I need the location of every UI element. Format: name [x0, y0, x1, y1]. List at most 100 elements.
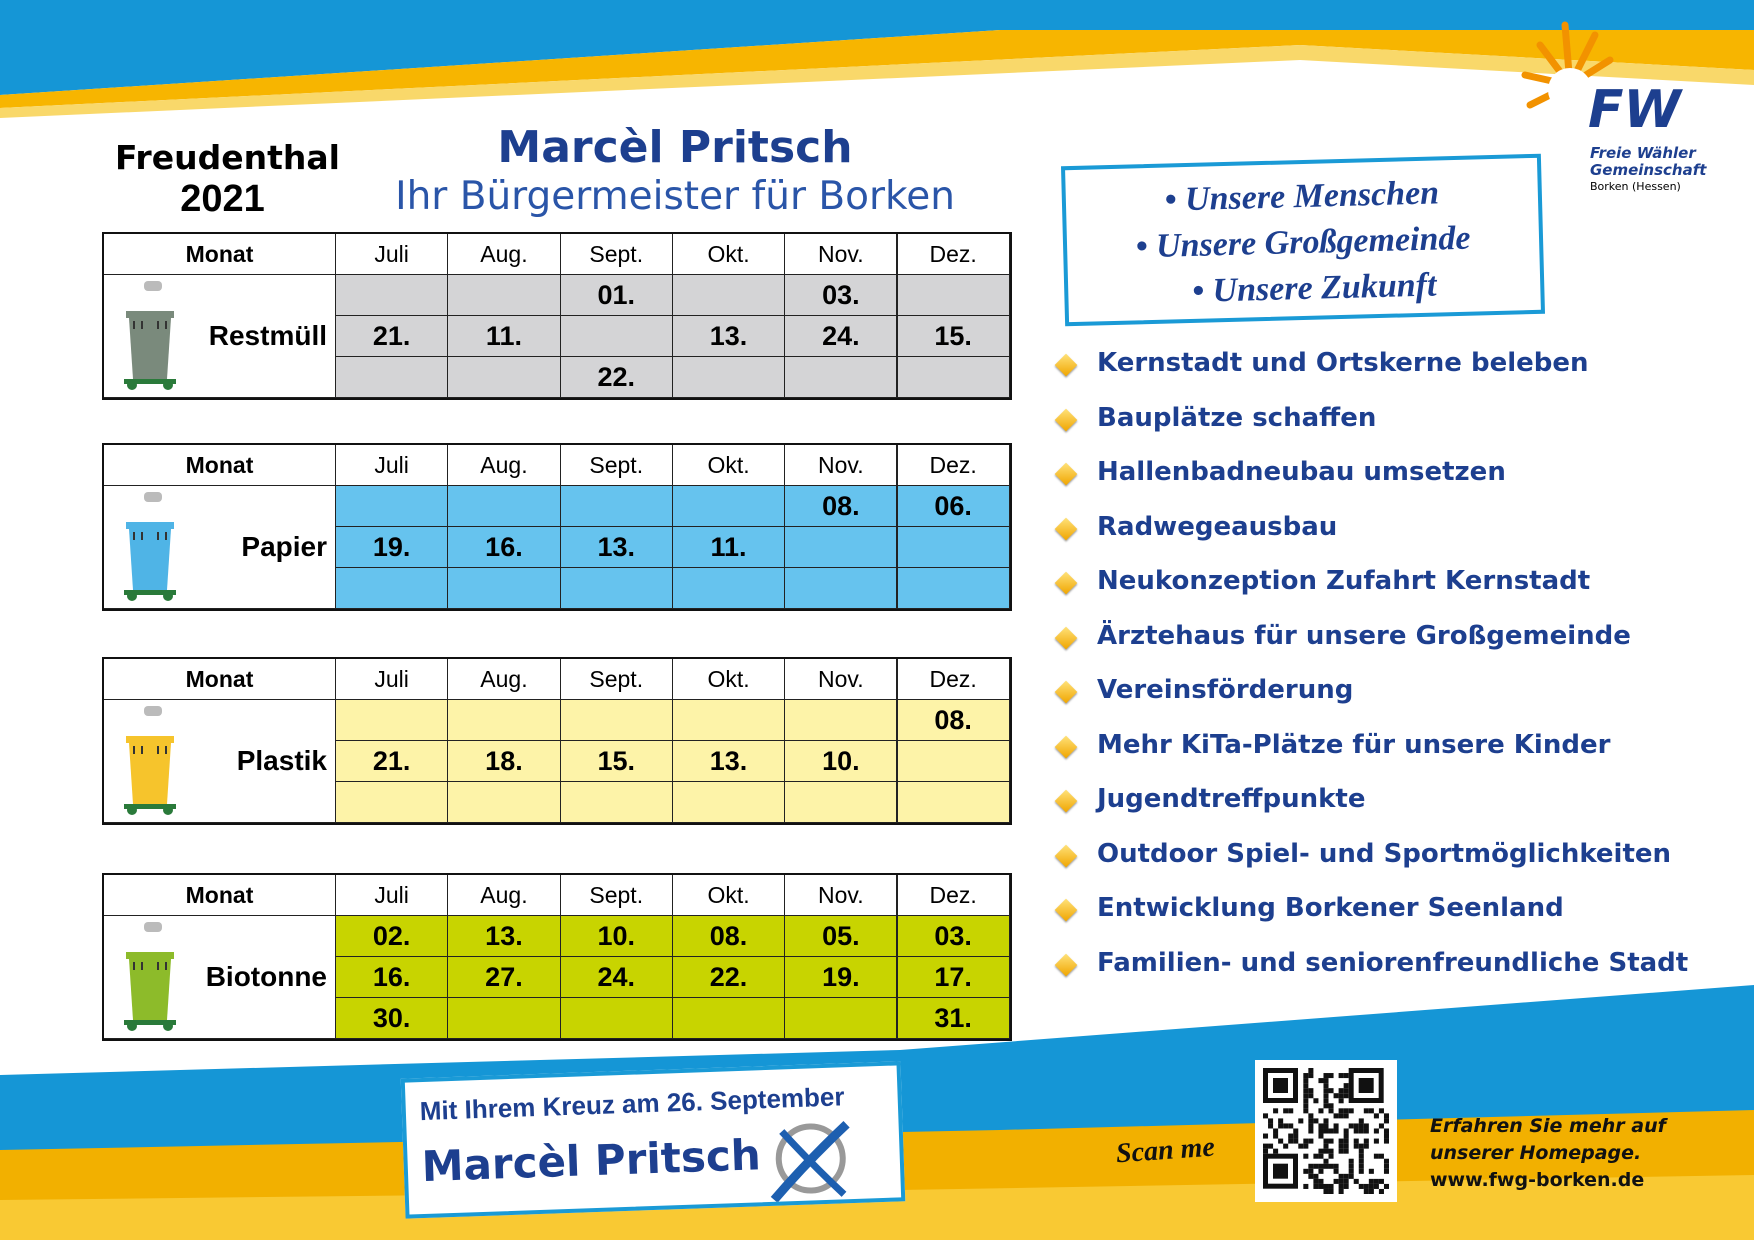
qr-module	[1283, 1123, 1289, 1129]
qr-module	[1338, 1093, 1344, 1099]
date-cell: 16.	[335, 956, 449, 998]
qr-module	[1303, 1098, 1309, 1104]
qr-module	[1303, 1073, 1309, 1079]
date-cell: 31.	[896, 997, 1010, 1039]
qr-module	[1303, 1093, 1309, 1099]
date-cell	[447, 699, 561, 741]
qr-module	[1373, 1153, 1379, 1159]
table-header-cell: Sept.	[559, 874, 673, 916]
website[interactable]: www.fwg-borken.de	[1430, 1169, 1645, 1191]
waste-label: Biotonne	[205, 961, 327, 992]
qr-module	[1383, 1138, 1389, 1144]
qr-module	[1343, 1133, 1349, 1139]
qr-module	[1308, 1173, 1314, 1179]
qr-module	[1338, 1073, 1344, 1079]
date-cell: 19.	[784, 956, 898, 998]
qr-module	[1368, 1178, 1374, 1184]
qr-module	[1303, 1083, 1309, 1089]
date-cell	[559, 567, 673, 609]
qr-code[interactable]	[1255, 1060, 1397, 1202]
qr-module	[1353, 1123, 1359, 1129]
qr-module	[1333, 1123, 1339, 1129]
table-header-cell: Juli	[335, 658, 449, 700]
logo-line: Freie Wähler	[1590, 144, 1696, 162]
bin	[120, 706, 180, 821]
bin	[120, 281, 180, 396]
qr-module	[1318, 1163, 1324, 1169]
date-cell: 02.	[335, 915, 449, 957]
qr-module	[1268, 1118, 1274, 1124]
date-cell: 06.	[896, 485, 1010, 527]
qr-module	[1308, 1068, 1314, 1074]
qr-module	[1343, 1143, 1349, 1149]
date-cell	[335, 699, 449, 741]
qr-module	[1263, 1133, 1269, 1139]
qr-module	[1373, 1183, 1379, 1189]
date-cell: 03.	[896, 915, 1010, 957]
qr-module	[1373, 1128, 1379, 1134]
date-cell	[896, 567, 1010, 609]
qr-module	[1268, 1123, 1274, 1129]
qr-module	[1328, 1163, 1334, 1169]
qr-module	[1343, 1173, 1349, 1179]
date-cell	[784, 699, 898, 741]
qr-module	[1358, 1163, 1364, 1169]
table-header-cell: Aug.	[447, 444, 561, 486]
subtitle: Ihr Bürgermeister für Borken	[395, 174, 955, 219]
qr-module	[1303, 1138, 1309, 1144]
qr-module	[1323, 1158, 1329, 1164]
qr-module	[1338, 1173, 1344, 1179]
qr-module	[1323, 1098, 1329, 1104]
table-header-cell: Sept.	[559, 658, 673, 700]
qr-module	[1383, 1183, 1389, 1189]
table-header-cell: Nov.	[784, 444, 898, 486]
date-cell	[559, 997, 673, 1039]
vote-box: Mit Ihrem Kreuz am 26. September Marcèl …	[400, 1061, 906, 1219]
date-cell	[447, 356, 561, 398]
qr-module	[1263, 1143, 1269, 1149]
qr-module	[1363, 1143, 1369, 1149]
qr-module	[1348, 1168, 1354, 1174]
qr-module	[1383, 1113, 1389, 1119]
qr-module	[1348, 1173, 1354, 1179]
qr-module	[1308, 1073, 1314, 1079]
qr-module	[1333, 1093, 1339, 1099]
qr-module	[1358, 1153, 1364, 1159]
qr-module	[1343, 1108, 1349, 1114]
qr-module	[1313, 1178, 1319, 1184]
date-cell: 22.	[671, 956, 786, 998]
date-cell: 13.	[559, 526, 673, 568]
qr-module	[1323, 1163, 1329, 1169]
qr-module	[1328, 1183, 1334, 1189]
logo-sun	[1521, 21, 1614, 112]
qr-module	[1308, 1138, 1314, 1144]
qr-module	[1323, 1078, 1329, 1084]
qr-module	[1363, 1138, 1369, 1144]
goal: Ärztehaus für unsere Großgemeinde	[1097, 620, 1631, 651]
qr-module	[1313, 1098, 1319, 1104]
qr-module	[1333, 1113, 1339, 1119]
date-cell	[671, 356, 786, 398]
date-cell	[896, 274, 1010, 316]
date-cell	[671, 567, 786, 609]
date-cell	[896, 356, 1010, 398]
qr-module	[1308, 1113, 1314, 1119]
qr-module	[1278, 1138, 1284, 1144]
qr-module	[1373, 1178, 1379, 1184]
qr-module	[1383, 1118, 1389, 1124]
qr-module	[1263, 1148, 1269, 1154]
table-header-cell: Nov.	[784, 658, 898, 700]
qr-module	[1318, 1178, 1324, 1184]
date-cell: 15.	[896, 315, 1010, 357]
date-cell: 30.	[335, 997, 449, 1039]
qr-module	[1313, 1163, 1319, 1169]
date-cell: 24.	[559, 956, 673, 998]
bin-icon	[124, 922, 176, 1031]
date-cell: 08.	[784, 485, 898, 527]
qr-module	[1363, 1108, 1369, 1114]
qr-module	[1333, 1163, 1339, 1169]
table-header-cell: Dez.	[896, 444, 1010, 486]
table-header-cell: Dez.	[896, 658, 1010, 700]
waste-label: Plastik	[236, 745, 327, 776]
date-cell	[559, 781, 673, 823]
